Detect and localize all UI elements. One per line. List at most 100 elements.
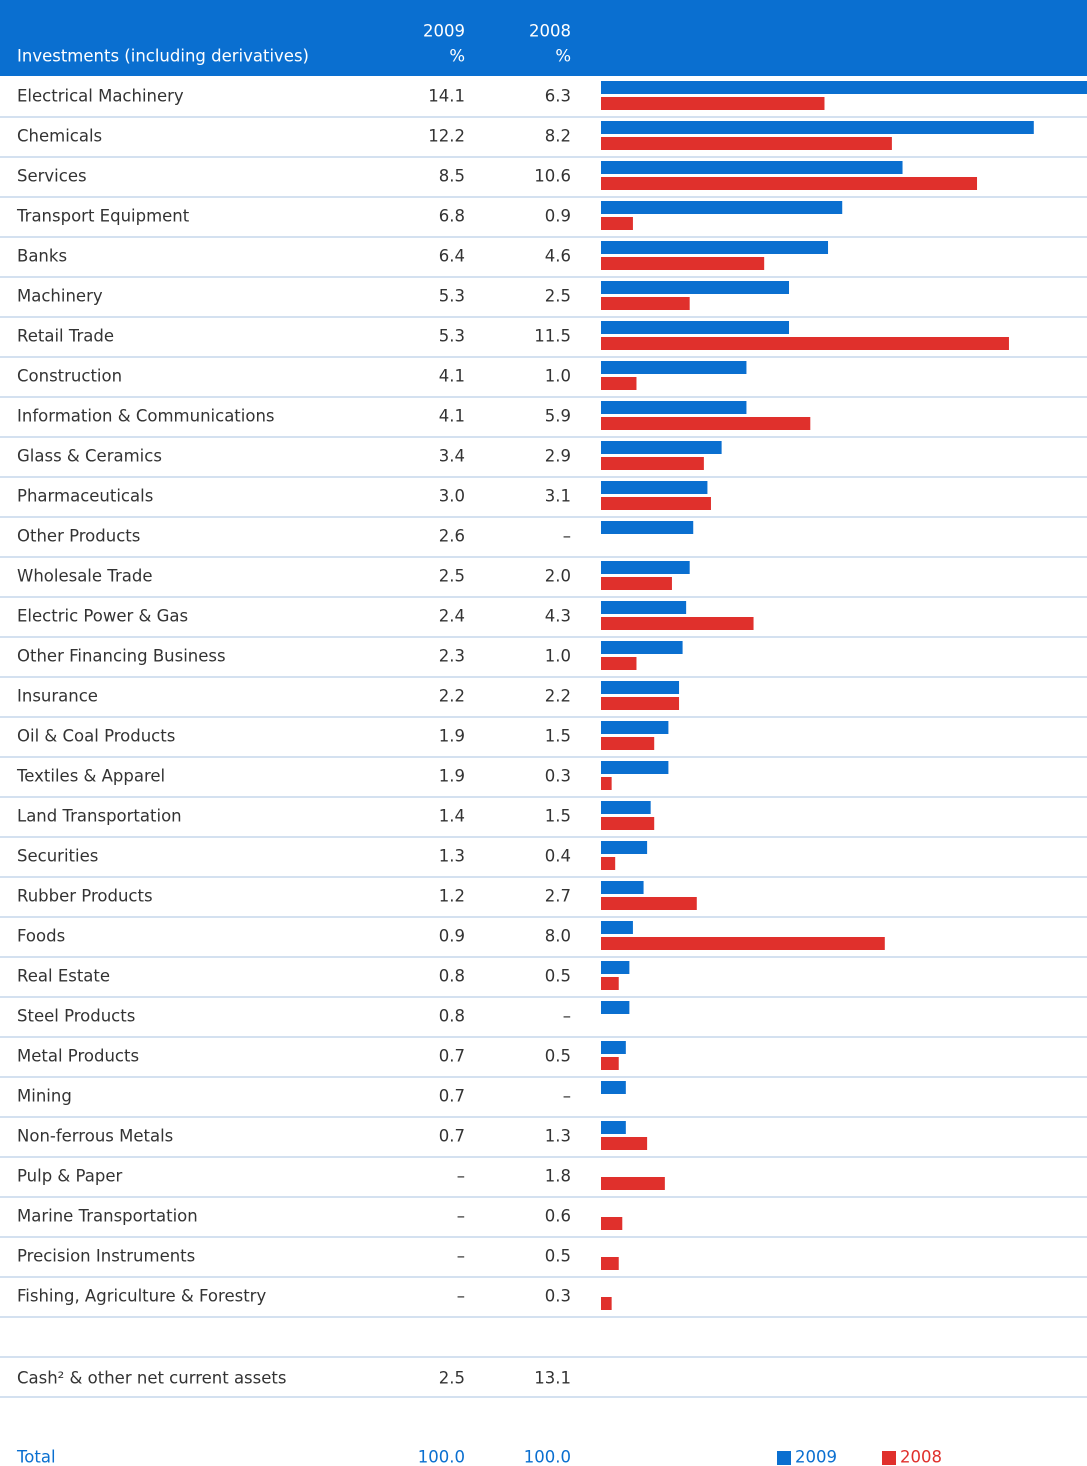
- bar: [601, 177, 978, 190]
- cell: 11.5: [534, 327, 571, 346]
- cell: 1.4: [439, 807, 465, 826]
- cell: 4.1: [439, 367, 465, 386]
- cell: 6.8: [439, 207, 465, 226]
- header-year: 2009: [423, 22, 465, 41]
- cell: 13.1: [534, 1369, 571, 1388]
- row-label: Pharmaceuticals: [17, 487, 153, 506]
- row-label: Marine Transportation: [17, 1207, 198, 1226]
- row-label: Glass & Ceramics: [17, 447, 162, 466]
- bar: [601, 361, 747, 374]
- cell: 1.5: [545, 727, 571, 746]
- cell: 8.2: [545, 127, 571, 146]
- bar: [601, 641, 683, 654]
- cell: –: [457, 1167, 465, 1186]
- cell: 4.3: [545, 607, 571, 626]
- bar: [601, 377, 637, 390]
- bar: [601, 217, 633, 230]
- cell: 2.3: [439, 647, 465, 666]
- cell: 6.3: [545, 87, 571, 106]
- cell: –: [563, 527, 571, 546]
- cell: 12.2: [428, 127, 465, 146]
- cell: 0.4: [545, 847, 571, 866]
- cell: 4.6: [545, 247, 571, 266]
- bar: [601, 617, 754, 630]
- bar: [601, 681, 680, 694]
- bar: [601, 817, 655, 830]
- bar: [601, 761, 669, 774]
- bar: [601, 321, 790, 334]
- cell: 0.9: [439, 927, 465, 946]
- row-label: Fishing, Agriculture & Forestry: [17, 1287, 266, 1306]
- row-label: Construction: [17, 367, 122, 386]
- bar: [601, 737, 655, 750]
- legend-swatch: [777, 1451, 791, 1465]
- bar: [601, 97, 825, 110]
- cell: 0.7: [439, 1087, 465, 1106]
- cell: 8.5: [439, 167, 465, 186]
- row-label: Real Estate: [17, 967, 110, 986]
- cell: 1.0: [545, 367, 571, 386]
- row-label: Services: [17, 167, 87, 186]
- total-cell: 100.0: [418, 1448, 465, 1466]
- row-label: Insurance: [17, 687, 98, 706]
- bar: [601, 457, 704, 470]
- cell: 2.5: [439, 567, 465, 586]
- cell: 1.5: [545, 807, 571, 826]
- cell: 1.3: [439, 847, 465, 866]
- bar: [601, 657, 637, 670]
- bar: [601, 1121, 626, 1134]
- bar: [601, 841, 648, 854]
- row-label: Metal Products: [17, 1047, 139, 1066]
- header-bar: [0, 0, 1087, 76]
- bar: [601, 897, 697, 910]
- cell: 2.6: [439, 527, 465, 546]
- bar: [601, 961, 630, 974]
- cell: 1.9: [439, 727, 465, 746]
- row-label: Rubber Products: [17, 887, 153, 906]
- bar: [601, 601, 687, 614]
- cell: 0.5: [545, 1247, 571, 1266]
- bar: [601, 121, 1034, 134]
- bar: [601, 721, 669, 734]
- cell: 2.5: [545, 287, 571, 306]
- cell: 3.1: [545, 487, 571, 506]
- row-label: Steel Products: [17, 1007, 135, 1026]
- bar: [601, 281, 790, 294]
- bar: [601, 257, 765, 270]
- cell: 2.4: [439, 607, 465, 626]
- cell: –: [457, 1247, 465, 1266]
- header-year: 2008: [529, 22, 571, 41]
- cell: 0.7: [439, 1127, 465, 1146]
- cell: 2.2: [545, 687, 571, 706]
- row-label: Oil & Coal Products: [17, 727, 175, 746]
- cell: 1.0: [545, 647, 571, 666]
- cell: –: [457, 1287, 465, 1306]
- row-label: Foods: [17, 927, 65, 946]
- bar: [601, 161, 903, 174]
- bar: [601, 777, 612, 790]
- bar: [601, 1057, 619, 1070]
- bar: [601, 977, 619, 990]
- bar: [601, 297, 690, 310]
- row-label: Securities: [17, 847, 98, 866]
- bar: [601, 1217, 623, 1230]
- bar: [601, 337, 1009, 350]
- row-label: Retail Trade: [17, 327, 114, 346]
- bar: [601, 801, 651, 814]
- cell: 1.9: [439, 767, 465, 786]
- row-label: Pulp & Paper: [17, 1167, 122, 1186]
- cell: 2.9: [545, 447, 571, 466]
- cell: 5.3: [439, 327, 465, 346]
- header-unit: %: [449, 47, 465, 66]
- bar: [601, 401, 747, 414]
- cell: –: [563, 1007, 571, 1026]
- cell: 1.8: [545, 1167, 571, 1186]
- row-label: Mining: [17, 1087, 72, 1106]
- bar: [601, 577, 672, 590]
- row-label: Machinery: [17, 287, 103, 306]
- cell: –: [563, 1087, 571, 1106]
- cell: 0.8: [439, 967, 465, 986]
- bar: [601, 881, 644, 894]
- cell: 0.3: [545, 767, 571, 786]
- row-label: Textiles & Apparel: [16, 767, 165, 786]
